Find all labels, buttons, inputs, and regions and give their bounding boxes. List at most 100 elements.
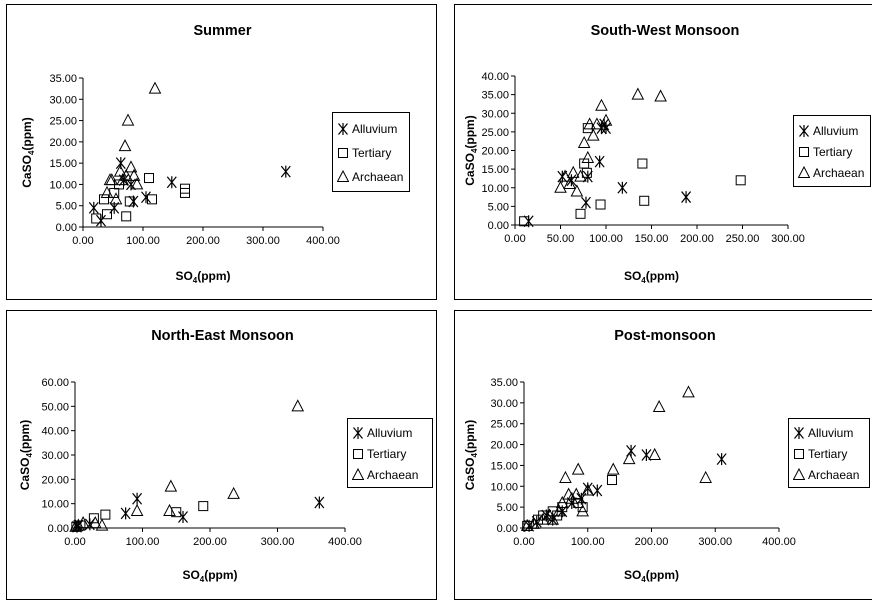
data-point-alluvium bbox=[178, 511, 188, 524]
legend-item-alluvium: Alluvium bbox=[337, 119, 397, 139]
x-tick-label: 100.00 bbox=[126, 235, 160, 247]
data-point-archaean bbox=[227, 486, 240, 499]
legend-marker bbox=[353, 427, 363, 440]
data-point-archaean bbox=[554, 180, 567, 193]
y-tick-label: 20.00 bbox=[490, 440, 518, 452]
y-tick-label: 0.00 bbox=[48, 523, 69, 535]
x-tick-label: 300.00 bbox=[698, 536, 732, 548]
data-point-tertiary bbox=[121, 211, 132, 222]
data-point-archaean bbox=[555, 495, 569, 508]
y-tick-label: 0.00 bbox=[488, 220, 509, 232]
x-tick-label: 400.00 bbox=[762, 536, 796, 548]
legend-item-tertiary: Tertiary bbox=[793, 444, 847, 464]
x-tick-label: 200.00 bbox=[193, 536, 227, 548]
data-point-alluvium bbox=[592, 484, 603, 497]
square-marker-icon bbox=[794, 449, 804, 459]
square-marker-icon bbox=[799, 147, 809, 157]
legend-marker bbox=[799, 147, 809, 157]
x-tick-label: 400.00 bbox=[306, 235, 340, 247]
series-tertiary bbox=[519, 123, 746, 227]
series-archaean bbox=[69, 399, 305, 532]
y-tick-label: 25.00 bbox=[490, 419, 518, 431]
data-point-archaean bbox=[121, 113, 135, 126]
y-tick-label: 15.00 bbox=[49, 158, 77, 170]
x-tick-label: 200.00 bbox=[635, 536, 669, 548]
y-tick-label: 5.00 bbox=[488, 201, 509, 213]
square-marker-icon bbox=[353, 449, 363, 459]
legend-label: Archaean bbox=[367, 467, 419, 482]
data-point-archaean bbox=[599, 113, 613, 126]
x-tick-label: 200.00 bbox=[186, 235, 220, 247]
x-tick-label: 0.00 bbox=[504, 233, 525, 245]
data-point-archaean bbox=[72, 518, 85, 531]
legend-item-archaean: Archaean bbox=[798, 163, 864, 183]
y-tick-label: 30.00 bbox=[490, 398, 518, 410]
legend-item-archaean: Archaean bbox=[337, 167, 403, 187]
legend-marker bbox=[798, 166, 810, 179]
data-point-tertiary bbox=[538, 510, 549, 521]
legend-marker bbox=[337, 170, 349, 182]
legend-marker bbox=[794, 449, 804, 459]
data-point-alluvium bbox=[141, 191, 151, 204]
y-tick-label: 25.00 bbox=[481, 127, 509, 139]
triangle-marker-icon bbox=[793, 467, 805, 480]
data-point-archaean bbox=[119, 168, 133, 181]
data-point-alluvium bbox=[594, 155, 605, 168]
y-tick-label: 35.00 bbox=[490, 377, 518, 389]
data-point-archaean bbox=[113, 164, 127, 177]
data-point-archaean bbox=[116, 173, 129, 186]
chart-svg: Summer 0.00 5.00 10.00 15.00 20.00 25.00 30.00 3… bbox=[20, 23, 340, 285]
y-tick-label: 20.00 bbox=[481, 146, 509, 158]
y-tick-label: 30.00 bbox=[41, 450, 69, 462]
asterisk-marker-icon bbox=[794, 427, 804, 440]
series-tertiary bbox=[91, 173, 190, 224]
data-point-tertiary bbox=[735, 175, 746, 186]
legend-label: Tertiary bbox=[813, 145, 853, 159]
data-point-tertiary bbox=[198, 501, 209, 512]
data-point-archaean bbox=[105, 173, 119, 186]
legend-label: Alluvium bbox=[352, 122, 398, 136]
y-tick-label: 5.00 bbox=[56, 201, 77, 213]
y-tick-label: 0.00 bbox=[56, 222, 77, 234]
x-axis-label: SO4(ppm) bbox=[624, 269, 679, 285]
data-point-archaean bbox=[566, 165, 580, 178]
y-tick-label: 10.00 bbox=[41, 499, 69, 511]
data-point-alluvium bbox=[132, 492, 143, 505]
data-point-tertiary bbox=[124, 196, 135, 207]
data-point-tertiary bbox=[595, 199, 606, 210]
y-tick-label: 30.00 bbox=[49, 94, 77, 106]
data-point-archaean bbox=[148, 81, 162, 94]
x-tick-label: 250.00 bbox=[726, 233, 760, 245]
y-tick-label: 20.00 bbox=[49, 137, 77, 149]
square-marker-icon bbox=[338, 148, 348, 158]
data-point-archaean bbox=[130, 503, 144, 516]
chart-svg: North-East Monsoon 0.00 10.00 20.00 30.00 40.… bbox=[18, 328, 362, 584]
y-tick-label: 20.00 bbox=[41, 474, 69, 486]
legend-label: Archaean bbox=[352, 170, 404, 184]
y-axis-label: CaSO4(ppm) bbox=[20, 117, 36, 187]
legend-label: Archaean bbox=[808, 467, 860, 482]
y-tick-label: 15.00 bbox=[481, 164, 509, 176]
y-tick-label: 35.00 bbox=[49, 73, 77, 85]
data-point-archaean bbox=[570, 184, 584, 197]
data-point-archaean bbox=[682, 385, 695, 398]
data-point-archaean bbox=[558, 169, 572, 182]
y-tick-label: 60.00 bbox=[41, 377, 69, 389]
legend: Alluvium Tertiary Archaean bbox=[347, 418, 433, 488]
series-archaean bbox=[520, 385, 713, 531]
x-tick-label: 0.00 bbox=[64, 536, 85, 548]
legend-item-alluvium: Alluvium bbox=[798, 121, 858, 141]
data-point-archaean bbox=[606, 462, 620, 475]
legend-item-tertiary: Tertiary bbox=[798, 142, 852, 162]
data-point-archaean bbox=[648, 447, 662, 460]
legend-marker bbox=[353, 449, 363, 459]
data-point-tertiary bbox=[637, 158, 648, 169]
x-tick-label: 100.00 bbox=[589, 233, 623, 245]
data-point-archaean bbox=[652, 399, 666, 413]
x-tick-label: 50.00 bbox=[547, 233, 575, 245]
data-point-tertiary bbox=[102, 209, 112, 220]
y-tick-label: 25.00 bbox=[49, 116, 77, 128]
y-tick-label: 35.00 bbox=[481, 90, 509, 102]
data-point-archaean bbox=[559, 470, 572, 483]
data-point-archaean bbox=[118, 139, 132, 152]
